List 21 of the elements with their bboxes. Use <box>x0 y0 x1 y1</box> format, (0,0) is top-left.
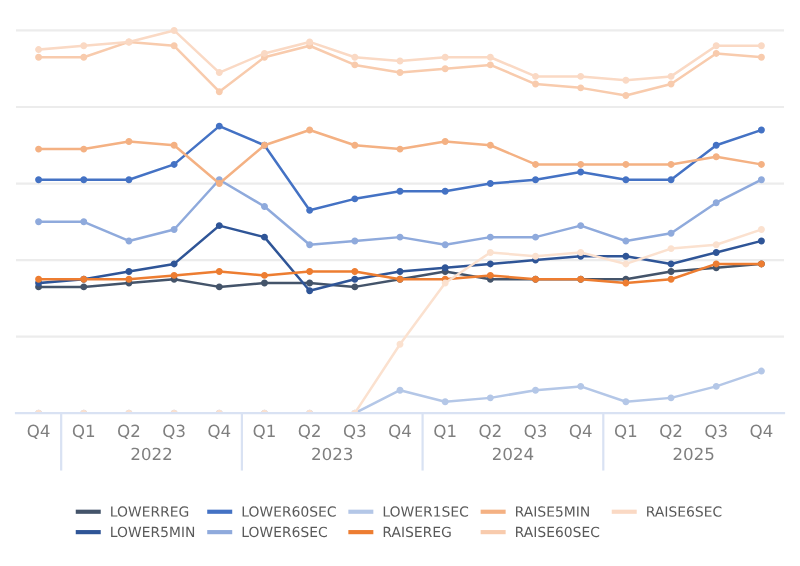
text: 2023 <box>312 447 353 461</box>
x-tick-label: Q2 <box>479 424 501 440</box>
x-tick-label: Q3 <box>163 424 185 440</box>
text: 2025 <box>673 447 714 461</box>
text: 2024 <box>492 447 534 461</box>
x-tick-label: Q2 <box>660 424 682 440</box>
x-tick-label: Q4 <box>569 424 592 440</box>
x-tick-label: Q4 <box>27 424 50 440</box>
x-tick-label: Q4 <box>389 424 411 440</box>
x-tick-label: Q1 <box>72 424 95 440</box>
x-tick-label: Q1 <box>434 424 456 440</box>
text: 2022 <box>131 447 172 461</box>
x-tick-label: Q3 <box>343 424 366 440</box>
x-tick-label: Q4 <box>208 424 231 440</box>
x-tick-label: Q1 <box>614 424 637 440</box>
x-tick-label: Q1 <box>253 424 275 440</box>
x-tick-label: Q3 <box>705 424 727 440</box>
x-tick-label: Q2 <box>118 424 140 440</box>
x-tick-label: Q3 <box>524 424 547 440</box>
x-tick-label: Q4 <box>750 424 773 440</box>
x-tick-label: Q2 <box>298 424 320 440</box>
